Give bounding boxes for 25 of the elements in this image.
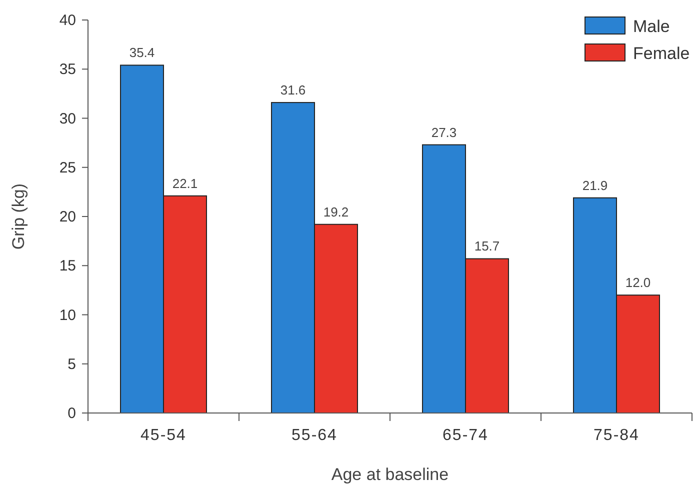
text: 15.7	[474, 238, 500, 254]
y-tick-label: 40	[59, 12, 76, 29]
y-tick-label: 25	[59, 159, 76, 176]
x-tick-label: 55-64	[292, 427, 338, 444]
text: 22.1	[172, 176, 198, 191]
y-tick-label: 5	[68, 356, 76, 373]
x-tick-label: 45-54	[140, 427, 186, 444]
text: 35.4	[129, 45, 155, 60]
y-axis-title: Grip (kg)	[9, 183, 28, 250]
y-tick-label: 10	[59, 306, 76, 324]
y-tick-label: 15	[59, 258, 76, 275]
text: 31.6	[280, 82, 306, 98]
y-tick-label: 35	[59, 61, 76, 78]
text: 12.0	[625, 275, 651, 290]
legend-label: Male	[633, 17, 670, 36]
legend-label: Female	[633, 44, 690, 63]
text: 19.2	[323, 204, 349, 220]
x-tick-label: 65-74	[442, 427, 488, 444]
text: 21.9	[582, 178, 608, 193]
y-tick-label: 20	[59, 208, 76, 226]
x-axis-title: Age at baseline	[331, 465, 449, 484]
x-tick-label: 75-84	[594, 427, 640, 444]
y-tick-label: 0	[68, 405, 76, 422]
text: 27.3	[431, 124, 457, 140]
y-tick-label: 30	[59, 110, 76, 128]
